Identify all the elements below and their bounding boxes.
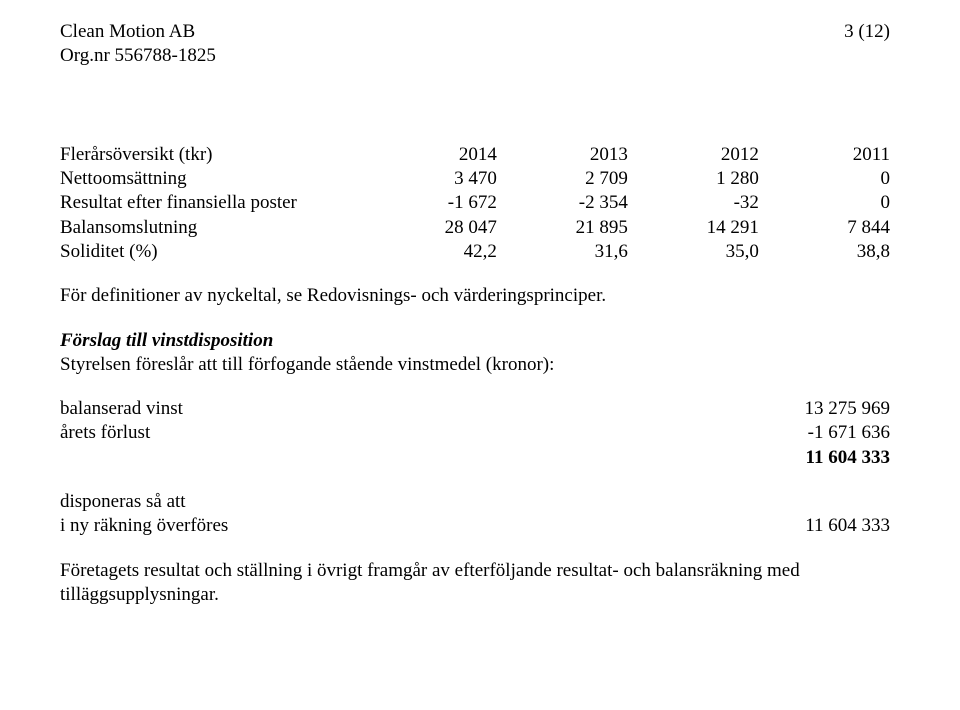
overview-note: För definitioner av nyckeltal, se Redovi…	[60, 284, 890, 308]
page-header: Clean Motion AB Org.nr 556788-1825 3 (12…	[60, 20, 890, 69]
overview-year-3: 2011	[759, 143, 890, 167]
row-value: 35,0	[628, 240, 759, 264]
disposition-line: i ny räkning överföres 11 604 333	[60, 514, 890, 538]
row-value: -1 672	[366, 191, 497, 215]
row-value: 31,6	[497, 240, 628, 264]
disposition-label: årets förlust	[60, 421, 150, 445]
table-row: Resultat efter finansiella poster -1 672…	[60, 191, 890, 215]
disposition-total-value: 11 604 333	[750, 446, 890, 470]
disposition-value: 11 604 333	[750, 514, 890, 538]
row-value: 21 895	[497, 216, 628, 240]
row-value: 0	[759, 167, 890, 191]
row-value: 14 291	[628, 216, 759, 240]
row-value: 28 047	[366, 216, 497, 240]
overview-year-0: 2014	[366, 143, 497, 167]
row-value: 38,8	[759, 240, 890, 264]
row-label: Nettoomsättning	[60, 167, 366, 191]
disposition-value: -1 671 636	[750, 421, 890, 445]
row-label: Balansomslutning	[60, 216, 366, 240]
disposition-heading: Förslag till vinstdisposition	[60, 329, 890, 353]
table-row: Soliditet (%) 42,2 31,6 35,0 38,8	[60, 240, 890, 264]
disposition-line: årets förlust -1 671 636	[60, 421, 890, 445]
row-value: 2 709	[497, 167, 628, 191]
row-value: -2 354	[497, 191, 628, 215]
row-label: Soliditet (%)	[60, 240, 366, 264]
disposition-label: i ny räkning överföres	[60, 514, 228, 538]
disposition-value: 13 275 969	[750, 397, 890, 421]
disposition-intro: Styrelsen föreslår att till förfogande s…	[60, 353, 890, 377]
disposition-line: balanserad vinst 13 275 969	[60, 397, 890, 421]
overview-title: Flerårsöversikt (tkr)	[60, 143, 366, 167]
page: Clean Motion AB Org.nr 556788-1825 3 (12…	[0, 0, 960, 710]
disposition-total: 11 604 333	[60, 446, 890, 470]
row-value: 7 844	[759, 216, 890, 240]
page-number: 3 (12)	[844, 20, 890, 44]
table-row: Nettoomsättning 3 470 2 709 1 280 0	[60, 167, 890, 191]
row-value: -32	[628, 191, 759, 215]
overview-table: Flerårsöversikt (tkr) 2014 2013 2012 201…	[60, 143, 890, 265]
row-value: 0	[759, 191, 890, 215]
org-number: Org.nr 556788-1825	[60, 44, 216, 68]
overview-year-2: 2012	[628, 143, 759, 167]
table-row: Balansomslutning 28 047 21 895 14 291 7 …	[60, 216, 890, 240]
overview-header-row: Flerårsöversikt (tkr) 2014 2013 2012 201…	[60, 143, 890, 167]
row-value: 1 280	[628, 167, 759, 191]
disposition-footer: Företagets resultat och ställning i övri…	[60, 559, 890, 608]
overview-year-1: 2013	[497, 143, 628, 167]
header-left: Clean Motion AB Org.nr 556788-1825	[60, 20, 216, 69]
row-label: Resultat efter finansiella poster	[60, 191, 366, 215]
disposition-label: balanserad vinst	[60, 397, 183, 421]
row-value: 3 470	[366, 167, 497, 191]
row-value: 42,2	[366, 240, 497, 264]
disposition-subheading: disponeras så att	[60, 490, 890, 514]
company-name: Clean Motion AB	[60, 20, 216, 44]
